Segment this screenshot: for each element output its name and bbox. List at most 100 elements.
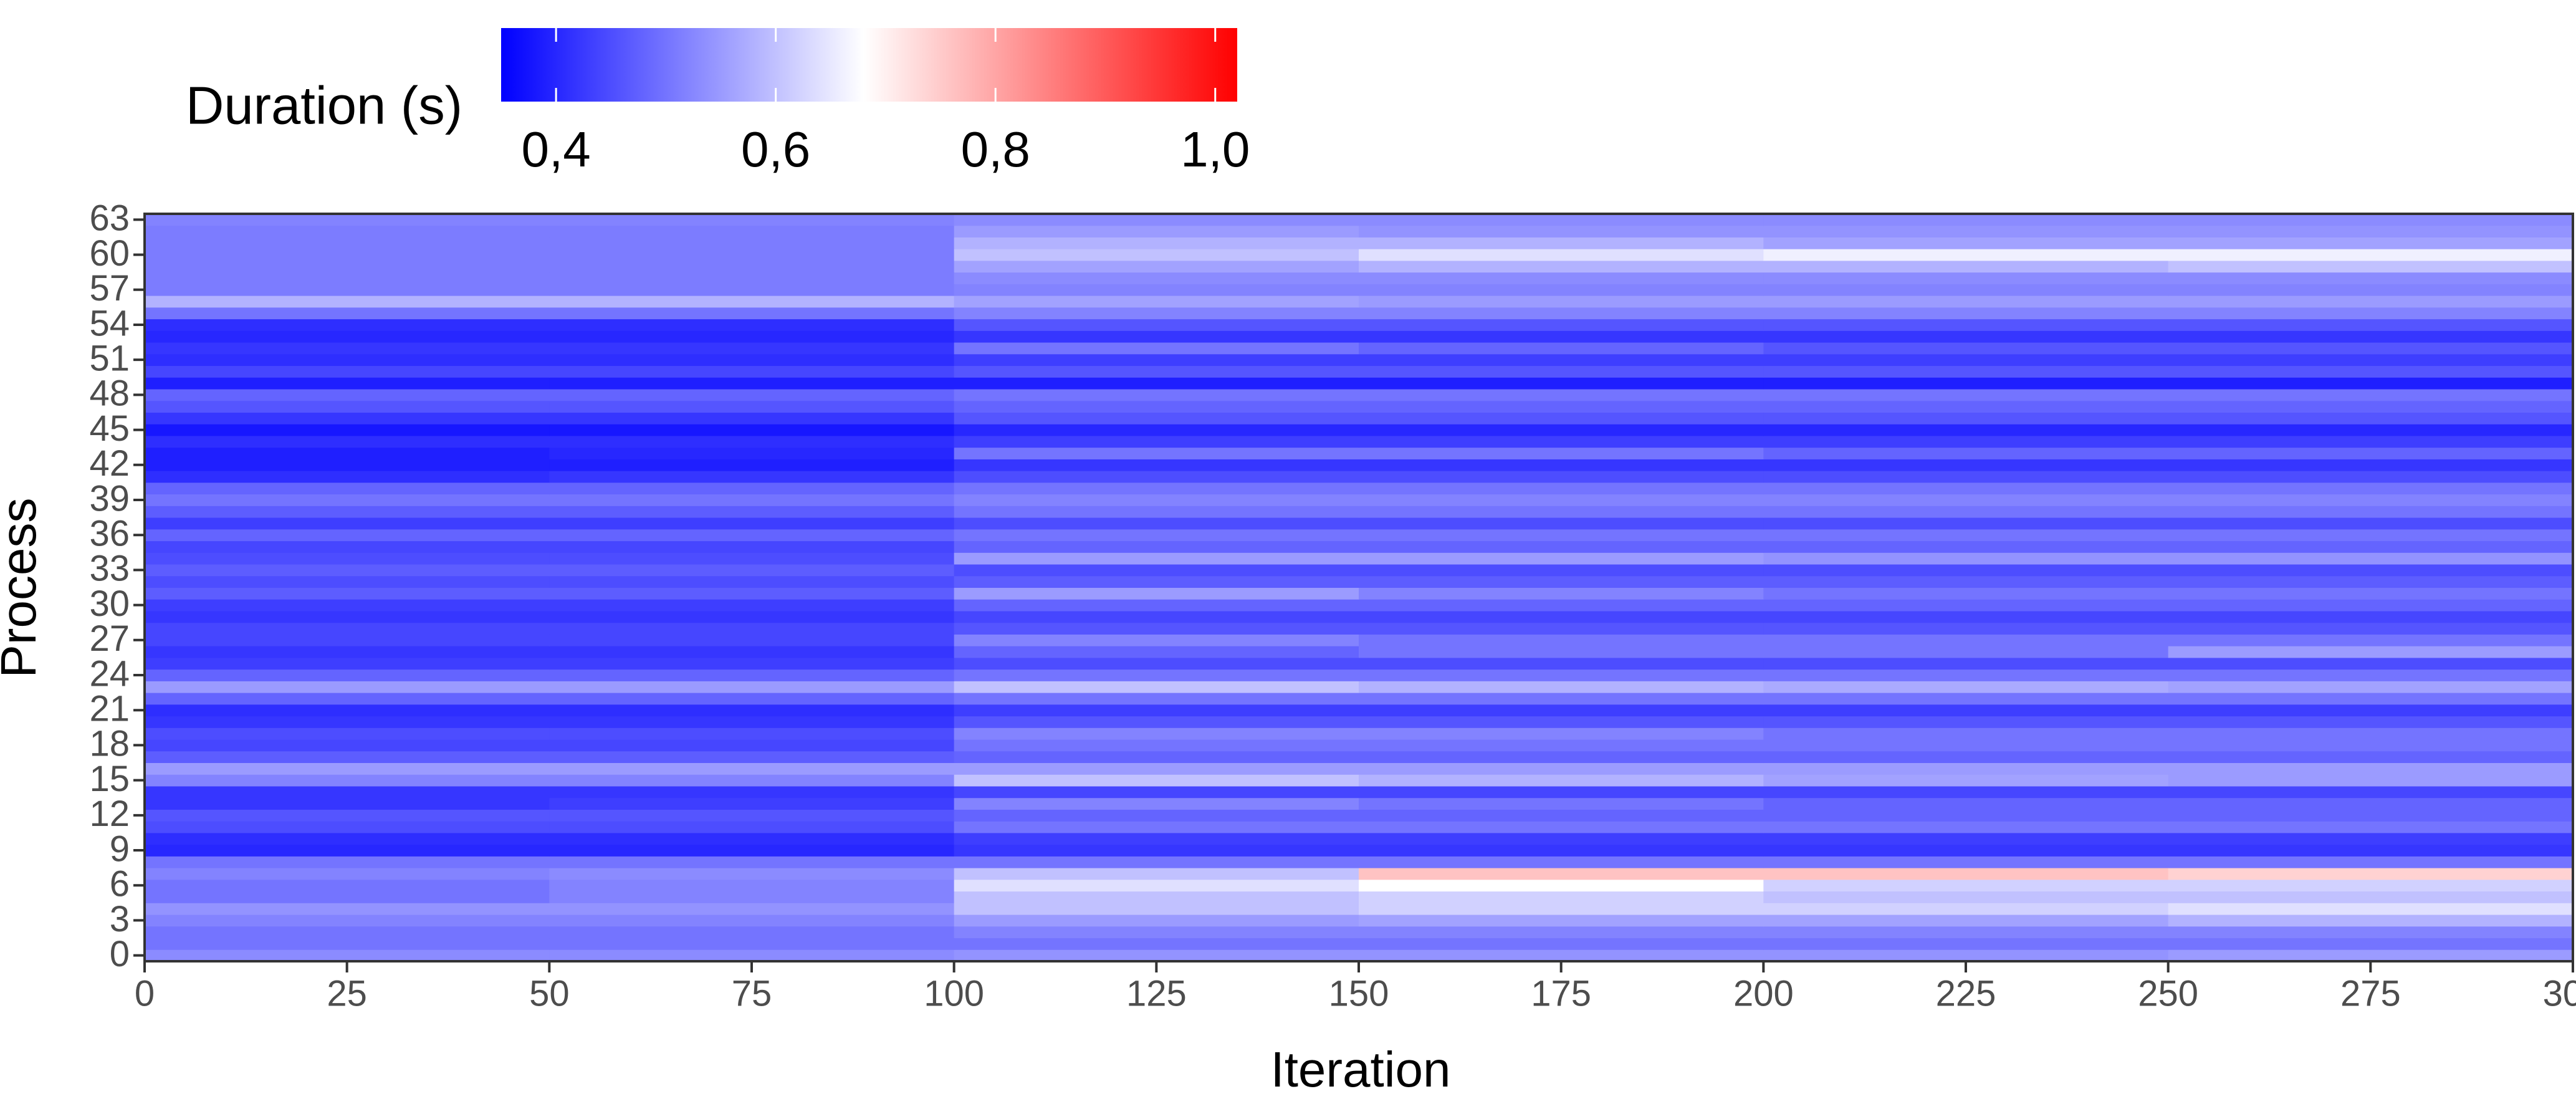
heatmap-cell — [1359, 868, 1764, 880]
heatmap-cell — [549, 681, 955, 693]
heatmap-cell — [1763, 249, 2169, 261]
heatmap-cell — [145, 903, 550, 915]
heatmap-cell — [2168, 564, 2574, 577]
heatmap-cell — [145, 938, 550, 950]
heatmap-cell — [549, 552, 955, 565]
heatmap-cell — [549, 517, 955, 530]
heatmap-cell — [1359, 400, 1764, 413]
heatmap-cell — [145, 856, 550, 868]
y-tick-label: 18 — [89, 724, 130, 764]
heatmap-cell — [1763, 482, 2169, 495]
heatmap-cell — [1763, 903, 2169, 915]
heatmap-cell — [145, 879, 550, 892]
heatmap-cell — [1359, 284, 1764, 296]
heatmap-cell — [549, 389, 955, 401]
heatmap-cell — [1359, 751, 1764, 764]
heatmap-cell — [2168, 657, 2574, 670]
heatmap-cell — [954, 400, 1359, 413]
heatmap-cell — [549, 284, 955, 296]
heatmap-cell — [2168, 214, 2574, 226]
heatmap-cell — [145, 704, 550, 717]
y-tick-label: 48 — [89, 373, 130, 414]
heatmap-cell — [2168, 669, 2574, 681]
heatmap-cell — [145, 774, 550, 787]
heatmap-cell — [549, 856, 955, 868]
heatmap-cell — [954, 844, 1359, 857]
heatmap-cell — [2168, 949, 2574, 962]
heatmap-cell — [2168, 809, 2574, 822]
heatmap-cell — [145, 424, 550, 436]
heatmap-cell — [1763, 389, 2169, 401]
heatmap-cell — [1359, 879, 1764, 892]
heatmap-cell — [1359, 342, 1764, 355]
heatmap-cell — [549, 342, 955, 355]
heatmap-cell — [1763, 400, 2169, 413]
heatmap-cell — [1763, 844, 2169, 857]
heatmap-cell — [2168, 319, 2574, 331]
heatmap-cell — [954, 809, 1359, 822]
y-tick-label: 30 — [89, 583, 130, 624]
heatmap-cell — [954, 482, 1359, 495]
heatmap-cell — [2168, 237, 2574, 249]
heatmap-cell — [549, 610, 955, 623]
x-tick-label: 175 — [1531, 973, 1591, 1014]
heatmap-cell — [145, 891, 550, 903]
heatmap-cell — [549, 353, 955, 367]
heatmap-cell — [1359, 389, 1764, 401]
heatmap-cell — [1359, 821, 1764, 833]
heatmap-cell — [954, 249, 1359, 261]
heatmap-cell — [1359, 494, 1764, 506]
heatmap-cell — [145, 319, 550, 331]
heatmap-cell — [2168, 377, 2574, 390]
heatmap-cell — [549, 739, 955, 752]
x-tick-label: 100 — [924, 973, 984, 1014]
heatmap-cell — [549, 914, 955, 927]
heatmap-cell — [1359, 295, 1764, 308]
heatmap-cell — [145, 739, 550, 752]
heatmap-cell — [2168, 249, 2574, 261]
heatmap-cell — [145, 926, 550, 939]
heatmap-cell — [145, 587, 550, 600]
heatmap-cell — [954, 295, 1359, 308]
heatmap-cell — [1359, 506, 1764, 518]
heatmap-cell — [1359, 412, 1764, 425]
heatmap-cell — [954, 693, 1359, 705]
y-tick-label: 33 — [89, 549, 130, 589]
heatmap-cell — [2168, 681, 2574, 693]
heatmap-cell — [2168, 785, 2574, 799]
heatmap-cell — [145, 307, 550, 320]
y-tick-label: 60 — [89, 233, 130, 274]
heatmap-cell — [954, 225, 1359, 238]
heatmap-cell — [954, 564, 1359, 577]
heatmap-cell — [954, 353, 1359, 367]
heatmap-cell — [1359, 856, 1764, 868]
heatmap-cell — [954, 704, 1359, 717]
heatmap-cell — [549, 447, 955, 459]
heatmap-cell — [145, 284, 550, 296]
heatmap-cell — [954, 506, 1359, 518]
heatmap-cell — [1359, 704, 1764, 717]
heatmap-cell — [549, 319, 955, 331]
heatmap-cell — [145, 868, 550, 880]
heatmap-cell — [2168, 575, 2574, 588]
heatmap-cell — [954, 435, 1359, 448]
heatmap-cell — [1359, 610, 1764, 623]
heatmap-cell — [1763, 330, 2169, 343]
heatmap-cell — [2168, 330, 2574, 343]
heatmap-cell — [2168, 552, 2574, 565]
heatmap-cell — [145, 681, 550, 693]
heatmap-cell — [145, 693, 550, 705]
heatmap-cell — [1763, 622, 2169, 635]
heatmap-cell — [2168, 610, 2574, 623]
heatmap-cell — [954, 540, 1359, 553]
y-tick-label: 36 — [89, 514, 130, 554]
heatmap-cell — [1359, 622, 1764, 635]
heatmap-cell — [2168, 529, 2574, 542]
heatmap-cell — [1359, 681, 1764, 693]
heatmap-cell — [2168, 424, 2574, 436]
heatmap-cell — [954, 377, 1359, 390]
heatmap-cell — [1763, 704, 2169, 717]
heatmap-cell — [1763, 365, 2169, 378]
heatmap-cell — [1359, 377, 1764, 390]
heatmap-cell — [2168, 926, 2574, 939]
